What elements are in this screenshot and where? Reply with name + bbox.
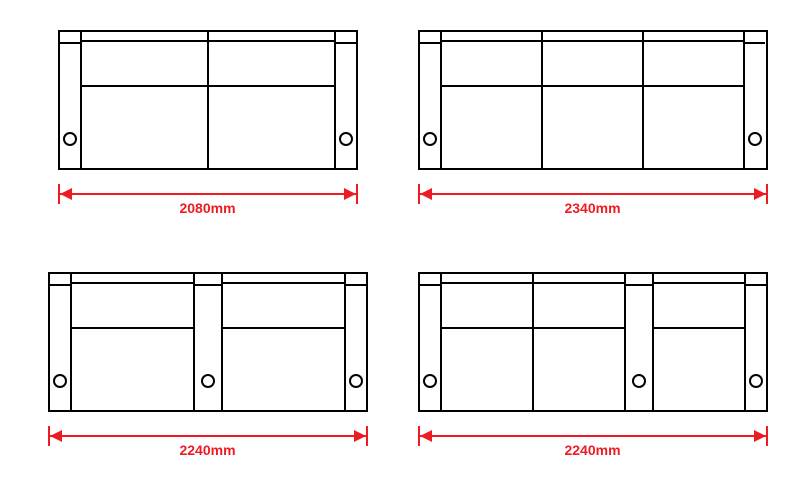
dimension-line: 2080mm	[58, 188, 358, 220]
dimension-label: 2340mm	[558, 200, 626, 216]
sofa-dimension-grid: 2080mm	[0, 0, 800, 504]
seat	[209, 32, 334, 168]
dim-cap	[356, 184, 358, 204]
seat	[72, 274, 193, 410]
cupholder-icon	[63, 132, 77, 146]
layout-2240-a: 2240mm	[30, 272, 385, 474]
cupholder-icon	[53, 374, 67, 388]
dimension-line: 2240mm	[48, 430, 368, 462]
seat	[654, 274, 744, 410]
sofa-2240-b	[418, 272, 768, 412]
dim-cap	[766, 184, 768, 204]
armrest-left	[50, 274, 72, 410]
arrow-right-icon	[754, 188, 766, 200]
center-console	[193, 274, 223, 410]
dim-cap	[766, 426, 768, 446]
cupholder-icon	[349, 374, 363, 388]
armrest-right	[334, 32, 356, 168]
armrest-left	[420, 32, 442, 168]
seat	[442, 32, 541, 168]
arrow-right-icon	[754, 430, 766, 442]
seat	[223, 274, 344, 410]
seat	[543, 32, 642, 168]
cupholder-icon	[423, 374, 437, 388]
seat	[534, 274, 624, 410]
dimension-label: 2240mm	[173, 442, 241, 458]
dimension-line: 2340mm	[418, 188, 768, 220]
dimension-label: 2080mm	[173, 200, 241, 216]
arrow-right-icon	[344, 188, 356, 200]
cupholder-icon	[423, 132, 437, 146]
cupholder-icon	[632, 374, 646, 388]
arrow-right-icon	[354, 430, 366, 442]
seat	[644, 32, 743, 168]
center-console	[624, 274, 654, 410]
cupholder-icon	[748, 132, 762, 146]
layout-2080: 2080mm	[30, 30, 385, 232]
armrest-right	[344, 274, 366, 410]
cupholder-icon	[201, 374, 215, 388]
cupholder-icon	[339, 132, 353, 146]
layout-2240-b: 2240mm	[415, 272, 770, 474]
armrest-left	[420, 274, 442, 410]
cupholder-icon	[749, 374, 763, 388]
seat	[442, 274, 532, 410]
dimension-label: 2240mm	[558, 442, 626, 458]
armrest-right	[744, 274, 766, 410]
layout-2340: 2340mm	[415, 30, 770, 232]
armrest-left	[60, 32, 82, 168]
dim-cap	[366, 426, 368, 446]
sofa-2080	[58, 30, 358, 170]
dimension-line: 2240mm	[418, 430, 768, 462]
sofa-2240-a	[48, 272, 368, 412]
seat	[82, 32, 207, 168]
sofa-2340	[418, 30, 768, 170]
armrest-right	[743, 32, 765, 168]
